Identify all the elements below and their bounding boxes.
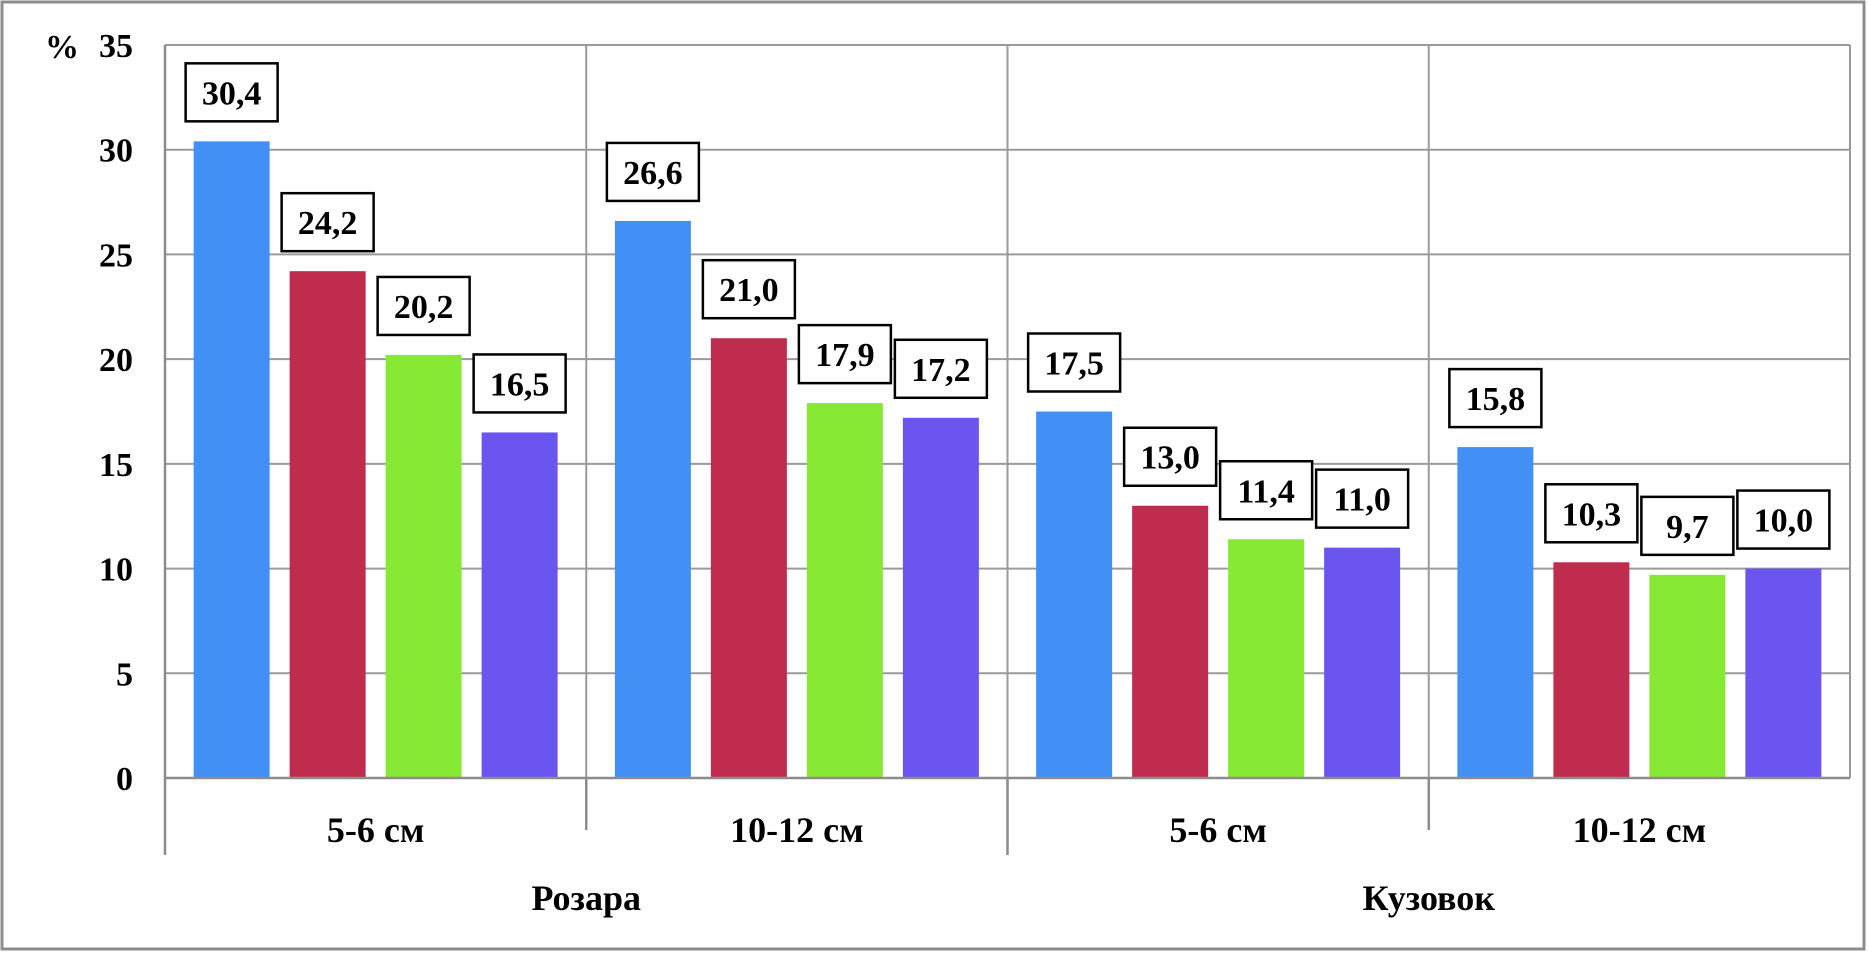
data-label-box xyxy=(1314,468,1410,529)
data-label: 24,2 xyxy=(298,205,358,242)
bars xyxy=(193,141,1822,779)
data-label-box xyxy=(1122,426,1218,487)
bar xyxy=(481,432,558,778)
bar xyxy=(385,354,462,778)
bar xyxy=(806,403,883,778)
data-label: 9,7 xyxy=(1666,509,1709,546)
y-tick-label: 30 xyxy=(99,133,133,170)
category-labels: 5-6 см 10-12 см 5-6 см 10-12 см Розара Кузово… xyxy=(327,810,1706,918)
data-labels: 30,4 24,2 20,2 16,5 26,6 21,0 17,9 17,2 17,5 13,0… xyxy=(184,62,1831,557)
data-label: 21,0 xyxy=(719,272,779,309)
x-subcategory-label: 10-12 см xyxy=(730,810,864,850)
data-label: 30,4 xyxy=(202,75,262,112)
data-label: 10,3 xyxy=(1562,496,1622,533)
x-subcategory-label: 5-6 см xyxy=(1169,810,1267,850)
data-label-box xyxy=(797,323,893,385)
x-group-label: Кузовок xyxy=(1362,878,1495,918)
bar xyxy=(1553,562,1630,778)
data-label: 15,8 xyxy=(1466,381,1526,418)
data-label: 11,4 xyxy=(1237,473,1295,510)
data-label-box xyxy=(184,62,279,123)
data-label-box xyxy=(893,338,989,400)
data-label: 16,5 xyxy=(490,366,550,403)
data-label-box xyxy=(605,141,701,203)
data-label-box xyxy=(701,258,797,320)
y-tick-label: 20 xyxy=(99,342,133,379)
data-label: 17,2 xyxy=(911,352,971,389)
data-label: 11,0 xyxy=(1333,482,1391,519)
bar xyxy=(1457,447,1534,778)
data-label-box xyxy=(1640,495,1735,557)
bar xyxy=(614,220,691,779)
x-group-label: Розара xyxy=(531,878,641,918)
data-label: 10,0 xyxy=(1754,503,1814,540)
bar xyxy=(1649,574,1726,778)
bar xyxy=(193,141,270,778)
data-label: 13,0 xyxy=(1140,440,1200,477)
data-label-box xyxy=(472,353,567,414)
bar xyxy=(1745,568,1822,778)
y-axis-unit: % xyxy=(45,29,79,66)
bar xyxy=(1228,539,1305,778)
data-label: 17,5 xyxy=(1044,346,1104,383)
bar xyxy=(902,417,979,778)
y-tick-label: 25 xyxy=(99,237,133,274)
data-label-box xyxy=(1218,460,1314,521)
data-label-box xyxy=(1544,483,1639,544)
y-tick-label: 15 xyxy=(99,447,133,484)
bar xyxy=(1132,505,1209,778)
axes xyxy=(163,45,1850,855)
data-label-box xyxy=(1448,367,1543,429)
bar xyxy=(289,271,366,778)
data-label-box xyxy=(1736,489,1831,550)
data-label: 20,2 xyxy=(394,289,454,326)
bar xyxy=(710,338,787,778)
data-label: 17,9 xyxy=(815,337,875,374)
bar xyxy=(1036,411,1113,778)
data-label: 26,6 xyxy=(623,155,683,192)
data-label-box xyxy=(376,275,471,337)
x-subcategory-label: 5-6 см xyxy=(327,810,425,850)
bar xyxy=(1324,547,1401,778)
x-subcategory-label: 10-12 см xyxy=(1573,810,1707,850)
data-label-box xyxy=(280,191,375,253)
y-tick-label: 0 xyxy=(116,761,133,798)
y-tick-label: 35 xyxy=(99,28,133,65)
y-tick-label: 10 xyxy=(99,552,133,589)
y-tick-label: 5 xyxy=(116,656,133,693)
data-label-box xyxy=(1026,332,1122,393)
y-axis-ticks: 0 5 10 15 20 25 30 35 xyxy=(99,28,133,798)
